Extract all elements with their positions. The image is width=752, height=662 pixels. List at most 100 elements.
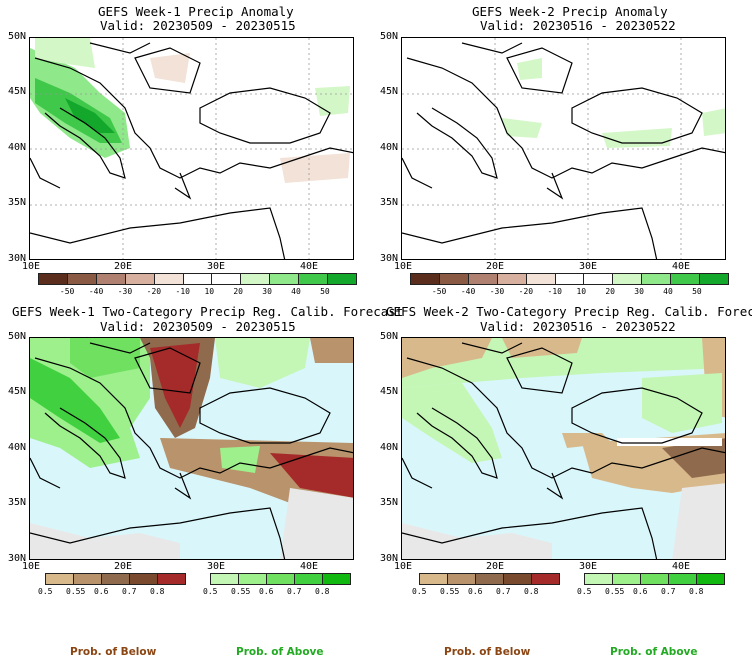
colorbar-swatch xyxy=(554,273,585,285)
below-prob-core xyxy=(270,453,353,498)
below-prob-region xyxy=(310,338,353,363)
lon-label: 10E xyxy=(22,561,41,572)
colorbar-label: 0.55 xyxy=(231,587,251,596)
map-frame xyxy=(29,37,354,260)
lon-label: 30E xyxy=(207,561,226,572)
wet-anomaly-light xyxy=(502,118,542,138)
lon-label: 40E xyxy=(300,561,319,572)
lon-label: 30E xyxy=(579,261,598,272)
below-colorbar: 0.5 0.55 0.6 0.7 0.8 xyxy=(412,573,560,597)
grid-lines xyxy=(402,38,725,259)
below-prob-core xyxy=(150,343,200,428)
colorbar-swatch xyxy=(73,573,102,585)
colorbar-swatch xyxy=(210,573,239,585)
above-colorbar: 0.5 0.55 0.6 0.7 0.8 xyxy=(577,573,725,597)
colorbar-label: 0.7 xyxy=(122,587,137,596)
lon-label: 10E xyxy=(22,261,41,272)
dry-anomaly-region xyxy=(280,153,350,183)
colorbar-swatch xyxy=(531,573,560,585)
colorbar-swatch xyxy=(496,273,527,285)
lon-label: 20E xyxy=(486,261,505,272)
lon-label: 30E xyxy=(207,261,226,272)
missing-data-region xyxy=(30,523,180,559)
colorbar-label: 20 xyxy=(605,287,615,296)
colorbar-label: 30 xyxy=(634,287,644,296)
colorbar-label: 40 xyxy=(291,287,301,296)
colorbar-label: 0.55 xyxy=(605,587,625,596)
below-legend-label: Prob. of Below xyxy=(444,646,531,658)
wet-anomaly-light xyxy=(602,128,672,148)
lat-label: 35N xyxy=(379,497,398,508)
lon-label: 10E xyxy=(394,561,413,572)
colorbar-swatch xyxy=(467,273,498,285)
lon-label: 40E xyxy=(672,261,691,272)
map-frame xyxy=(401,337,726,560)
lat-label: 40N xyxy=(7,142,26,153)
colorbar-swatch xyxy=(327,273,357,285)
lon-label: 40E xyxy=(672,561,691,572)
colorbar-label: -40 xyxy=(88,287,104,296)
colorbar-label: 10 xyxy=(204,287,215,296)
lat-label: 50N xyxy=(7,31,26,42)
colorbar-label: -10 xyxy=(547,287,562,296)
lon-label: 20E xyxy=(486,561,505,572)
colorbar-label: 0.55 xyxy=(440,587,460,596)
colorbar-label: 0.7 xyxy=(661,587,676,596)
colorbar-label: 0.55 xyxy=(66,587,86,596)
colorbar-swatch xyxy=(182,273,213,285)
colorbar-swatch xyxy=(153,273,184,285)
colorbar-label: 0.5 xyxy=(203,587,218,596)
colorbar-swatch xyxy=(38,273,68,285)
panel-title: GEFS Week-1 Two-Category Precip Reg. Cal… xyxy=(12,304,404,319)
colorbar-swatch xyxy=(612,573,641,585)
colorbar-swatch xyxy=(419,573,448,585)
above-colorbar: 0.5 0.55 0.6 0.7 0.8 xyxy=(203,573,351,597)
coastlines xyxy=(30,42,353,259)
anomaly-colorbar: -50 -40 -30 -20 -10 10 20 30 40 50 xyxy=(410,273,729,297)
panel-valid-dates: Valid: 20230516 - 20230522 xyxy=(480,319,676,334)
wet-anomaly-light xyxy=(702,108,725,136)
lon-label: 20E xyxy=(114,261,133,272)
colorbar-label: 0.8 xyxy=(524,587,539,596)
wet-anomaly-light xyxy=(315,86,350,116)
lat-label: 45N xyxy=(379,86,398,97)
colorbar-label: 0.5 xyxy=(38,587,53,596)
lat-label: 45N xyxy=(379,386,398,397)
lon-label: 10E xyxy=(394,261,413,272)
colorbar-label: 10 xyxy=(576,287,587,296)
map-frame xyxy=(401,37,726,260)
map-frame xyxy=(29,337,354,560)
colorbar-label: -40 xyxy=(460,287,476,296)
colorbar-swatch xyxy=(641,273,672,285)
colorbar-label: 0.7 xyxy=(496,587,511,596)
lat-label: 45N xyxy=(7,86,26,97)
panel-valid-dates: Valid: 20230509 - 20230515 xyxy=(100,18,296,33)
no-forecast-region xyxy=(617,438,722,446)
coastlines xyxy=(30,342,353,559)
colorbar-label: 20 xyxy=(233,287,243,296)
coastlines xyxy=(402,342,725,559)
above-prob-region xyxy=(402,383,502,463)
anomaly-map xyxy=(30,38,353,259)
grid-lines xyxy=(30,38,353,259)
colorbar-swatch xyxy=(238,573,267,585)
lat-label: 40N xyxy=(379,442,398,453)
wet-anomaly-peak xyxy=(65,98,115,133)
colorbar-swatch xyxy=(266,573,295,585)
colorbar-swatch xyxy=(640,573,669,585)
lat-label: 35N xyxy=(7,197,26,208)
above-prob-core xyxy=(30,358,120,443)
colorbar-label: 0.8 xyxy=(150,587,165,596)
colorbar-swatch xyxy=(322,573,351,585)
probability-map xyxy=(402,338,725,559)
lon-label: 30E xyxy=(579,561,598,572)
panel-title: GEFS Week-2 Two-Category Precip Reg. Cal… xyxy=(386,304,752,319)
lat-label: 35N xyxy=(7,497,26,508)
colorbar-label: 40 xyxy=(663,287,673,296)
colorbar-swatch xyxy=(583,273,614,285)
lat-label: 40N xyxy=(7,442,26,453)
lat-label: 30N xyxy=(7,253,26,264)
lat-label: 40N xyxy=(379,142,398,153)
colorbar-swatch xyxy=(670,273,701,285)
colorbar-swatch xyxy=(124,273,155,285)
